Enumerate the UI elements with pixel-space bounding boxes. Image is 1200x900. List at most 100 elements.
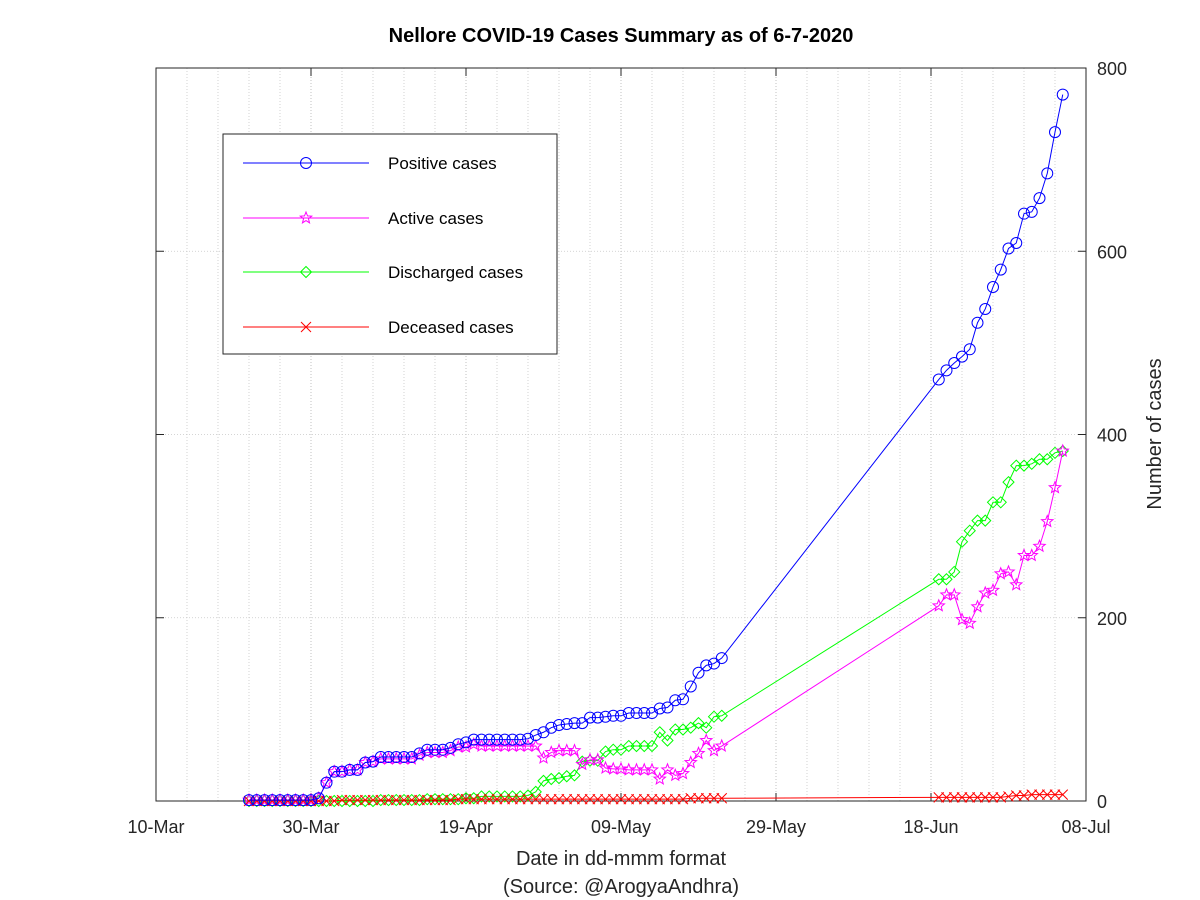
data-point-positive-cases — [622, 707, 635, 720]
data-point-positive-cases — [506, 733, 519, 746]
data-point-positive-cases — [568, 717, 581, 730]
data-point-deceased-cases — [507, 793, 518, 805]
data-point-positive-cases — [715, 652, 728, 665]
data-point-discharged-cases — [955, 535, 969, 548]
data-point-deceased-cases — [545, 793, 557, 805]
data-point-deceased-cases — [964, 791, 976, 803]
data-point-positive-cases — [475, 733, 488, 746]
data-point-positive-cases — [460, 736, 472, 749]
data-point-positive-cases — [498, 733, 511, 746]
data-point-deceased-cases — [592, 793, 604, 805]
data-point-deceased-cases — [569, 793, 580, 805]
data-point-discharged-cases — [529, 785, 542, 799]
data-point-deceased-cases — [693, 792, 704, 804]
data-point-positive-cases — [653, 702, 666, 715]
data-point-deceased-cases — [452, 793, 464, 805]
data-point-discharged-cases — [684, 721, 697, 734]
data-point-positive-cases — [444, 741, 457, 754]
data-point-deceased-cases — [429, 794, 441, 806]
x-tick-label: 10-Mar — [127, 817, 184, 837]
data-point-deceased-cases — [499, 793, 511, 805]
data-point-positive-cases — [483, 733, 496, 746]
data-point-deceased-cases — [530, 793, 542, 805]
data-point-positive-cases — [661, 701, 674, 714]
data-point-active-cases — [1001, 564, 1016, 578]
data-point-active-cases — [660, 762, 675, 776]
data-point-positive-cases — [452, 738, 465, 751]
x-tick-label: 09-May — [591, 817, 651, 837]
data-point-positive-cases — [467, 733, 480, 746]
data-point-positive-cases — [1010, 237, 1023, 250]
data-point-discharged-cases — [467, 792, 480, 805]
data-point-deceased-cases — [716, 792, 728, 804]
y-tick-label: 600 — [1097, 242, 1127, 262]
legend-label: Active cases — [388, 209, 483, 228]
chart-title: Nellore COVID-19 Cases Summary as of 6-7… — [389, 25, 854, 47]
data-point-deceased-cases — [933, 791, 945, 803]
legend-entry-positive-cases: Positive cases — [243, 154, 497, 173]
data-point-positive-cases — [584, 711, 596, 724]
data-point-active-cases — [613, 761, 629, 775]
data-point-deceased-cases — [1057, 789, 1069, 800]
data-point-active-cases — [962, 615, 977, 630]
data-point-deceased-cases — [375, 794, 387, 806]
data-point-active-cases — [714, 738, 729, 752]
data-point-deceased-cases — [708, 792, 720, 804]
data-point-deceased-cases — [344, 794, 356, 806]
legend-label: Discharged cases — [388, 263, 523, 282]
data-point-deceased-cases — [359, 794, 371, 806]
data-point-positive-cases — [700, 659, 713, 672]
data-point-deceased-cases — [600, 793, 611, 805]
data-point-positive-cases — [514, 733, 527, 746]
data-point-deceased-cases — [1041, 789, 1053, 800]
data-point-discharged-cases — [979, 514, 992, 527]
data-point-positive-cases — [599, 710, 612, 723]
data-point-deceased-cases — [646, 793, 658, 805]
data-point-deceased-cases — [576, 793, 588, 805]
x-axis-label: Date in dd-mmm format — [516, 848, 726, 870]
legend-entry-deceased-cases: Deceased cases — [243, 318, 514, 337]
data-point-deceased-cases — [669, 793, 681, 805]
legend-box — [222, 133, 558, 355]
data-point-discharged-cases — [653, 726, 666, 739]
data-point-active-cases — [1032, 538, 1047, 553]
data-point-active-cases — [1055, 443, 1070, 457]
data-point-positive-cases — [940, 364, 953, 377]
data-point-positive-cases — [948, 357, 961, 370]
x-axis-ticks: 10-Mar 30-Mar 19-Apr 09-May 29-May 18-Jun 08-J… — [127, 68, 1111, 837]
data-point-positive-cases — [684, 680, 697, 693]
data-point-active-cases — [528, 738, 543, 752]
data-point-active-cases — [590, 752, 605, 766]
legend-entry-active-cases: Active cases — [243, 209, 483, 228]
data-point-positive-cases — [281, 794, 294, 807]
data-point-deceased-cases — [615, 793, 627, 805]
data-point-active-cases — [675, 766, 691, 780]
data-point-positive-cases — [591, 711, 604, 724]
data-point-active-cases — [1047, 480, 1063, 494]
data-point-deceased-cases — [514, 793, 526, 805]
data-point-positive-cases — [398, 751, 410, 764]
data-point-positive-cases — [560, 718, 573, 731]
data-point-discharged-cases — [1041, 453, 1054, 466]
legend-marker — [299, 265, 313, 279]
data-point-positive-cases — [638, 707, 651, 720]
data-point-positive-cases — [522, 732, 534, 745]
data-point-deceased-cases — [553, 793, 565, 805]
data-point-deceased-cases — [522, 793, 534, 805]
data-point-deceased-cases — [631, 793, 642, 805]
data-point-positive-cases — [243, 794, 255, 807]
data-point-positive-cases — [289, 794, 302, 807]
data-point-active-cases — [947, 587, 962, 601]
data-point-active-cases — [931, 598, 946, 612]
x-tick-label: 19-Apr — [439, 817, 493, 837]
data-point-deceased-cases — [352, 794, 363, 806]
data-point-positive-cases — [297, 794, 310, 807]
data-point-discharged-cases — [676, 723, 690, 736]
series-line-discharged-cases — [249, 450, 1063, 802]
data-point-deceased-cases — [1049, 789, 1061, 800]
data-point-active-cases — [358, 755, 373, 769]
data-point-positive-cases — [336, 765, 348, 778]
legend-marker — [298, 210, 314, 224]
data-point-deceased-cases — [972, 791, 983, 803]
